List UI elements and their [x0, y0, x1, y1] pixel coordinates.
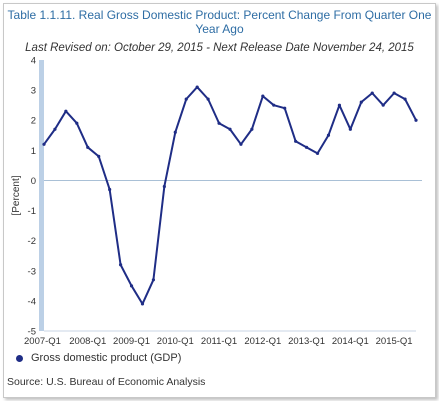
gdp-line-chart: 4 3 2 1 0 -1 -2 -3 -4 -5 [Percent] 2007-Q1 2008-Q1 20…: [11, 56, 422, 347]
gdp-data-point: [239, 142, 243, 146]
legend-label: Gross domestic product (GDP): [31, 352, 182, 364]
y-tick-label: 0: [31, 176, 36, 187]
legend-marker: [16, 354, 23, 362]
y-axis-title: [Percent]: [11, 175, 22, 215]
gdp-data-point: [359, 100, 363, 104]
y-tick-label: -1: [28, 206, 36, 217]
gdp-data-point: [261, 94, 265, 98]
x-tick-label: 2012-Q1: [244, 336, 281, 347]
y-tick-label: 3: [31, 86, 36, 97]
gdp-data-point: [206, 97, 210, 101]
gdp-data-point: [184, 97, 188, 101]
gdp-data-point: [42, 142, 46, 146]
x-tick-label: 2015-Q1: [376, 336, 413, 347]
y-tick-label: -3: [28, 266, 36, 277]
x-tick-label: 2014-Q1: [332, 336, 369, 347]
y-tick-label: -2: [28, 236, 36, 247]
gdp-data-point: [64, 109, 68, 113]
x-tick-label: 2009-Q1: [113, 336, 150, 347]
gdp-data-point: [195, 85, 199, 89]
x-tick-label: 2007-Q1: [24, 336, 61, 347]
gdp-data-point: [381, 103, 385, 107]
gdp-data-point: [250, 127, 254, 131]
chart-subtitle: Last Revised on: October 29, 2015 - Next…: [25, 42, 414, 54]
y-tick-label: -5: [28, 327, 36, 338]
gdp-data-point: [151, 278, 156, 282]
gdp-data-point: [75, 121, 79, 125]
gdp-data-point: [97, 154, 101, 158]
gdp-data-point: [108, 187, 112, 192]
chart-frame: Table 1.1.11. Real Gross Domestic Produc…: [3, 3, 436, 398]
y-axis-band: [39, 60, 44, 331]
source-note: Source: U.S. Bureau of Economic Analysis: [7, 376, 206, 388]
x-tick-label: 2011-Q1: [201, 336, 237, 347]
gdp-series-line: [43, 86, 417, 305]
gdp-data-point: [53, 127, 57, 131]
gdp-data-point: [326, 133, 331, 137]
x-tick-label: 2013-Q1: [288, 336, 325, 347]
gdp-data-point: [86, 145, 90, 149]
chart-title: Table 1.1.11. Real Gross Domestic Produc…: [7, 8, 432, 36]
gdp-data-point: [272, 103, 276, 107]
y-tick-label: -4: [28, 296, 36, 307]
gdp-data-point: [414, 118, 418, 122]
gdp-data-point: [217, 121, 221, 125]
gdp-data-point: [403, 97, 407, 101]
gdp-data-point: [228, 127, 232, 131]
gdp-data-point: [392, 91, 396, 95]
legend: Gross domestic product (GDP): [16, 352, 181, 364]
gdp-data-point: [304, 145, 309, 149]
gdp-data-point: [118, 263, 123, 267]
y-tick-label: 2: [31, 116, 36, 127]
y-tick-label: 1: [31, 146, 36, 157]
gdp-data-point: [337, 103, 342, 107]
x-tick-label: 2008-Q1: [69, 336, 106, 347]
gdp-data-point: [315, 151, 320, 155]
gdp-data-point: [129, 284, 134, 288]
gdp-data-point: [162, 184, 166, 189]
y-tick-label: 4: [31, 56, 36, 67]
gdp-data-point: [283, 106, 287, 110]
gdp-data-point: [140, 302, 145, 306]
gdp-data-point: [370, 91, 374, 95]
x-tick-label: 2010-Q1: [157, 336, 194, 347]
gdp-data-point: [348, 127, 352, 131]
gdp-data-point: [173, 130, 177, 134]
gdp-data-point: [294, 139, 298, 143]
